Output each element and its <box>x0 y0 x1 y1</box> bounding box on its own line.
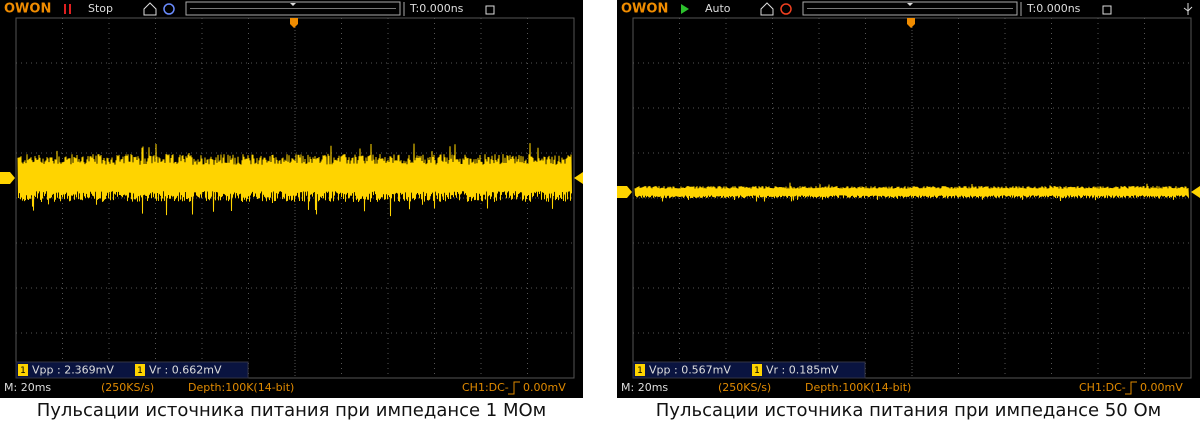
home-icon[interactable] <box>760 2 774 16</box>
scope-panel: OWON Stop T:0.000ns 1 Vpp : 2.369mV 1 Vr : 0.6… <box>0 0 583 435</box>
home-icon[interactable] <box>143 2 157 16</box>
trigger-level: 0.00mV <box>1140 381 1183 394</box>
measurement: Vr : 0.662mV <box>149 364 222 377</box>
scope-screen: OWON Auto T:0.000ns 1 Vpp : 0.567mV 1 Vr : 0.1… <box>617 0 1200 398</box>
waveform <box>634 182 1189 202</box>
sample-rate: (250KS/s) <box>101 381 154 394</box>
measurement: Vpp : 0.567mV <box>649 364 731 377</box>
measure-box <box>632 361 866 379</box>
memory-pos <box>290 3 296 6</box>
stop-icon <box>69 4 71 14</box>
measurement: Vr : 0.185mV <box>766 364 839 377</box>
timebase: M: 20ms <box>621 381 668 394</box>
channel-badge <box>752 364 762 376</box>
sample-rate: (250KS/s) <box>718 381 771 394</box>
time-offset: T:0.000ns <box>409 2 464 15</box>
trigger-icon <box>780 3 792 15</box>
usb-icon <box>1183 3 1193 15</box>
run-state: Stop <box>88 2 113 15</box>
depth: Depth:100K(14-bit) <box>805 381 911 394</box>
measurement: Vpp : 2.369mV <box>32 364 114 377</box>
channel-number: 1 <box>20 366 26 376</box>
edge-icon <box>508 381 520 395</box>
channel-number: 1 <box>137 366 143 376</box>
channel-badge <box>135 364 145 376</box>
channel-number: 1 <box>754 366 760 376</box>
time-offset: T:0.000ns <box>1026 2 1081 15</box>
level-marker <box>574 172 583 184</box>
trigger-level: 0.00mV <box>523 381 566 394</box>
lock-icon <box>485 5 495 15</box>
channel-badge <box>635 364 645 376</box>
coupling: CH1:DC- <box>1079 381 1126 394</box>
lock-icon <box>1102 5 1112 15</box>
brand: OWON <box>4 2 51 17</box>
scope-panel: OWON Auto T:0.000ns 1 Vpp : 0.567mV 1 Vr : 0.1… <box>617 0 1200 435</box>
channel-marker <box>0 172 15 184</box>
memory-pos <box>907 3 913 6</box>
timebase: M: 20ms <box>4 381 51 394</box>
trigger-marker <box>907 18 915 28</box>
background <box>617 0 1200 398</box>
waveform <box>17 143 572 217</box>
trigger-marker <box>290 18 298 28</box>
trigger-icon <box>163 3 175 15</box>
scope-screen: OWON Stop T:0.000ns 1 Vpp : 2.369mV 1 Vr : 0.6… <box>0 0 583 398</box>
coupling: CH1:DC- <box>462 381 509 394</box>
caption: Пульсации источника питания при импеданс… <box>655 400 1162 421</box>
memory-bar <box>185 1 401 16</box>
depth: Depth:100K(14-bit) <box>188 381 294 394</box>
channel-badge <box>18 364 28 376</box>
channel-number: 1 <box>637 366 643 376</box>
measure-box <box>15 361 249 379</box>
channel-marker <box>617 186 632 198</box>
brand: OWON <box>621 2 668 17</box>
level-marker <box>1191 186 1200 198</box>
stop-icon <box>64 4 66 14</box>
caption: Пульсации источника питания при импеданс… <box>36 400 547 421</box>
run-icon <box>681 4 689 14</box>
edge-icon <box>1125 381 1137 395</box>
memory-bar <box>802 1 1018 16</box>
run-state: Auto <box>705 2 731 15</box>
